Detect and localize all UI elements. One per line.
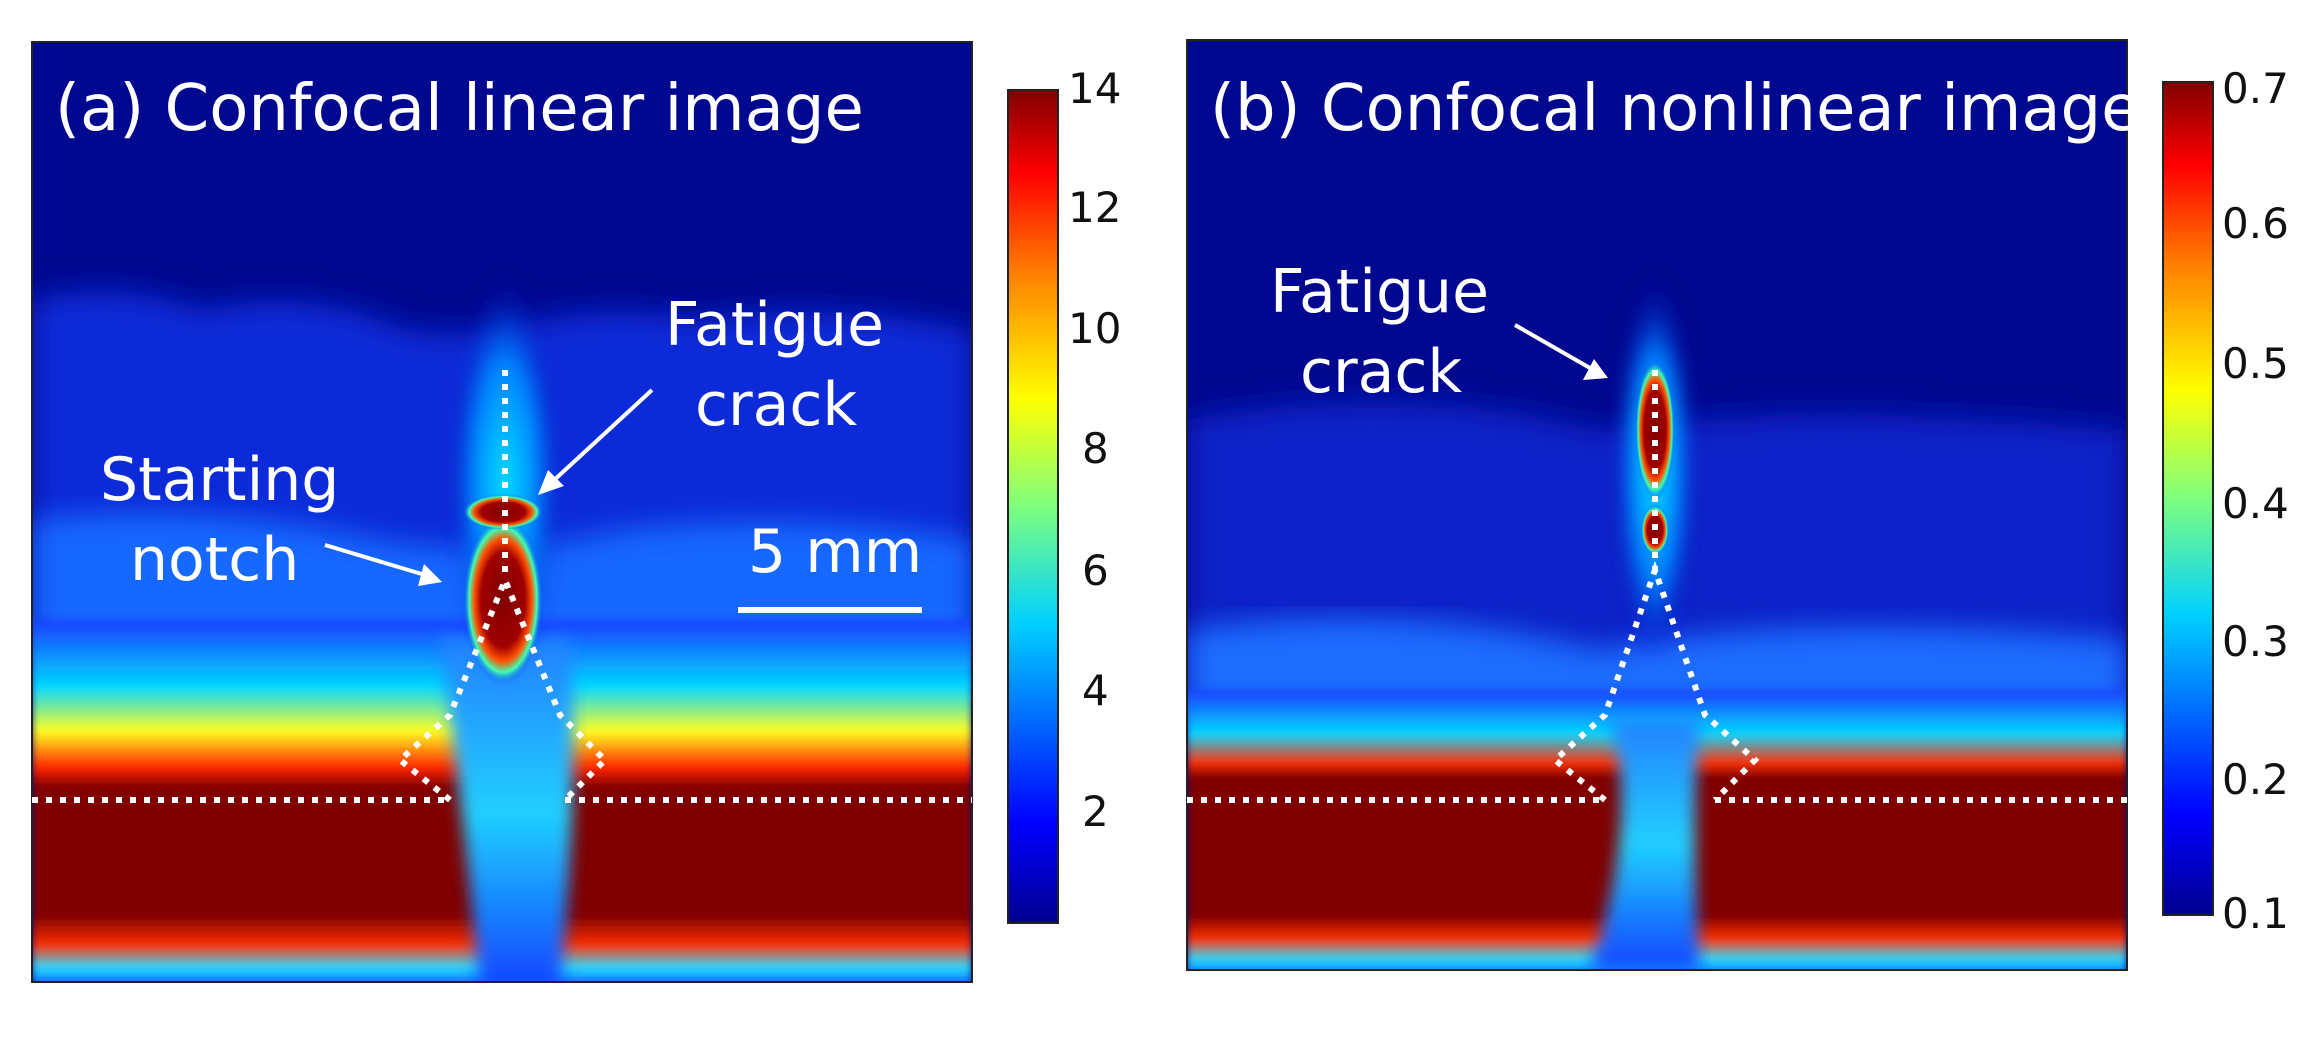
fatigue-crack-label-a-1: Fatigue [665, 290, 884, 360]
colorbar-b-tick: 0.1 [2222, 889, 2289, 938]
colorbar-a-ticks: 14 12 10 8 6 4 2 [1068, 64, 1121, 836]
fatigue-crack-label-b-2: crack [1300, 337, 1462, 407]
colorbar-b-tick: 0.3 [2222, 617, 2289, 666]
colorbar-a-tick: 6 [1082, 546, 1109, 595]
panel-b: (b) Confocal nonlinear image Fatigue cra… [1186, 39, 2289, 971]
panel-b-title: (b) Confocal nonlinear image [1210, 72, 2141, 146]
fatigue-crack-label-a-2: crack [695, 370, 857, 440]
colorbar-b-tick: 0.6 [2222, 199, 2289, 248]
notch-outline-a [32, 370, 972, 803]
fatigue-crack-arrow-b [1514, 323, 1608, 380]
colorbar-b-tick: 0.4 [2222, 479, 2289, 528]
scale-bar-label: 5 mm [748, 517, 922, 587]
colorbar-b-tick: 0.7 [2222, 64, 2289, 113]
colorbar-b-tick: 0.5 [2222, 339, 2289, 388]
panel-b-frame [1186, 39, 2128, 971]
fatigue-crack-arrow-a [538, 388, 654, 495]
panel-a-title: (a) Confocal linear image [55, 72, 864, 146]
panel-b-image [1187, 40, 2127, 970]
colorbar-a-tick: 2 [1082, 787, 1109, 836]
colorbar-a-tick: 4 [1082, 666, 1109, 715]
colorbar-b [2162, 81, 2214, 916]
fatigue-crack-label-b-1: Fatigue [1270, 257, 1489, 327]
panel-a: (a) Confocal linear image Fatigue crack … [31, 41, 1121, 983]
colorbar-a-tick: 14 [1068, 64, 1121, 113]
starting-notch-label-2: notch [130, 525, 299, 595]
colorbar-a [1007, 89, 1059, 924]
notch-outline-b [1187, 370, 2127, 803]
colorbar-a-tick: 8 [1082, 424, 1109, 473]
starting-notch-label-1: Starting [100, 445, 339, 515]
starting-notch-arrow [324, 543, 442, 586]
colorbar-b-tick: 0.2 [2222, 755, 2289, 804]
panel-a-frame [31, 41, 973, 983]
colorbar-a-tick: 10 [1068, 304, 1121, 353]
panel-a-image [32, 42, 972, 982]
colorbar-b-ticks: 0.7 0.6 0.5 0.4 0.3 0.2 0.1 [2222, 64, 2289, 938]
colorbar-a-tick: 12 [1068, 183, 1121, 232]
